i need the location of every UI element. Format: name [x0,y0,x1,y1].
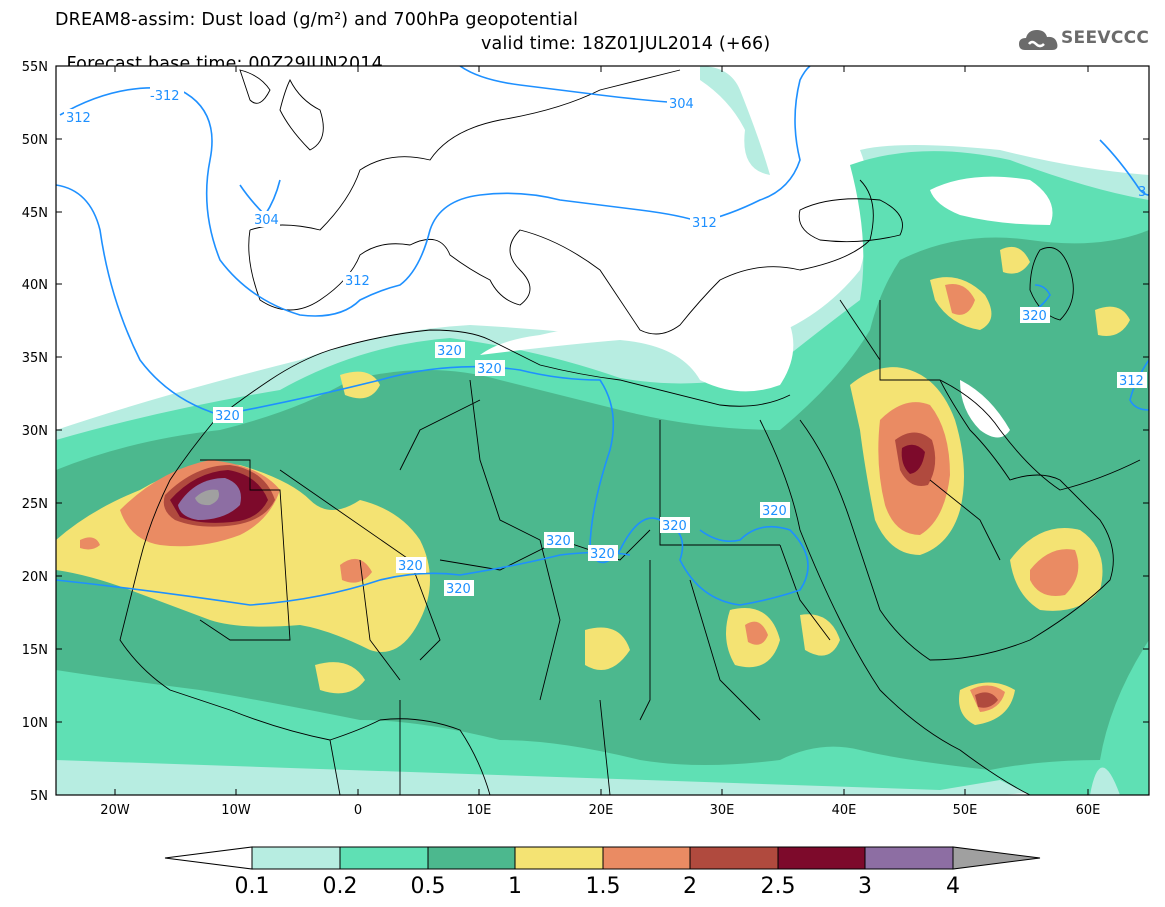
contour-label: 320 [215,409,240,424]
colorbar-swatch [777,846,866,870]
contour-label: 3 [1138,185,1146,200]
colorbar-swatch [427,846,516,870]
logo-text: SEEVCCC [1061,28,1150,48]
latitude-labels: 55N 50N 45N 40N 35N 30N 25N 20N 15N 10N … [22,60,48,804]
land-clear-areas [480,176,1053,438]
contour-label: 320 [446,582,471,597]
colorbar-high-arrow [952,846,1041,870]
contour-label: 304 [669,97,694,112]
colorbar-label: 0.5 [411,874,446,899]
lon-label: 10W [221,803,251,818]
lon-label: 0 [354,803,362,818]
lat-label: 30N [22,424,48,439]
map-title: DREAM8-assim: Dust load (g/m²) and 700hP… [55,10,579,30]
colorbar-label: 2 [683,874,697,899]
cloud-icon [1019,30,1058,50]
contour-label: 320 [437,344,462,359]
colorbar-swatch [602,846,691,870]
contour-label: -312 [150,89,180,104]
lat-label: 40N [22,278,48,293]
contour-label: 312 [1119,374,1144,389]
coastlines [119,69,1141,795]
contour-label: 320 [398,559,423,574]
lon-label: 40E [832,803,857,818]
lon-label: 30E [710,803,735,818]
colorbar-swatch [689,846,779,870]
colorbar-label: 4 [946,874,960,899]
colorbar-label: 3 [858,874,872,899]
colorbar-swatch [864,846,954,870]
colorbar-label: 1 [508,874,522,899]
lat-label: 10N [22,716,48,731]
latitude-axis [56,65,1149,796]
dust-field: 312 -312 304 304 312 312 320 320 320 320… [56,66,1149,795]
seevccc-logo: SEEVCCC [1017,24,1157,58]
contour-label: 320 [590,547,615,562]
colorbar-labels: 0.1 0.2 0.5 1 1.5 2 2.5 3 4 [235,874,961,899]
lat-label: 5N [30,789,48,804]
contour-label: 320 [1022,309,1047,324]
lat-label: 50N [22,133,48,148]
lat-label: 45N [22,206,48,221]
longitude-labels: 20W 10W 0 10E 20E 30E 40E 50E 60E [100,803,1100,818]
lon-label: 60E [1076,803,1101,818]
lon-label: 50E [953,803,978,818]
contour-label: 312 [66,111,91,126]
colorbar-swatch [251,846,341,870]
contour-label: 320 [662,519,687,534]
contour-label: 320 [762,504,787,519]
colorbar-swatch [514,846,604,870]
contour-labels: 312 -312 304 304 312 312 320 320 320 320… [64,87,1147,597]
longitude-axis [114,66,1089,795]
colorbar-swatch [339,846,429,870]
lat-label: 15N [22,643,48,658]
valid-time: valid time: 18Z01JUL2014 (+66) [481,34,771,54]
lat-label: 25N [22,497,48,512]
lon-label: 10E [467,803,492,818]
dust-band-4 [195,489,219,506]
colorbar-label: 0.2 [323,874,358,899]
contour-label: 320 [546,534,571,549]
contour-label: 312 [345,274,370,289]
dust-band-0.5 [56,230,1149,770]
colorbar-low-arrow [164,846,253,870]
colorbar-label: 0.1 [235,874,270,899]
lon-label: 20E [589,803,614,818]
lat-label: 55N [22,60,48,75]
colorbar [164,846,1041,870]
colorbar-label: 2.5 [761,874,796,899]
lat-label: 35N [22,351,48,366]
contour-label: 320 [477,362,502,377]
contour-label: 312 [692,216,717,231]
lat-label: 20N [22,570,48,585]
lon-label: 20W [100,803,130,818]
geopotential-contours [56,66,1149,606]
contour-label: 304 [254,213,279,228]
colorbar-label: 1.5 [586,874,621,899]
